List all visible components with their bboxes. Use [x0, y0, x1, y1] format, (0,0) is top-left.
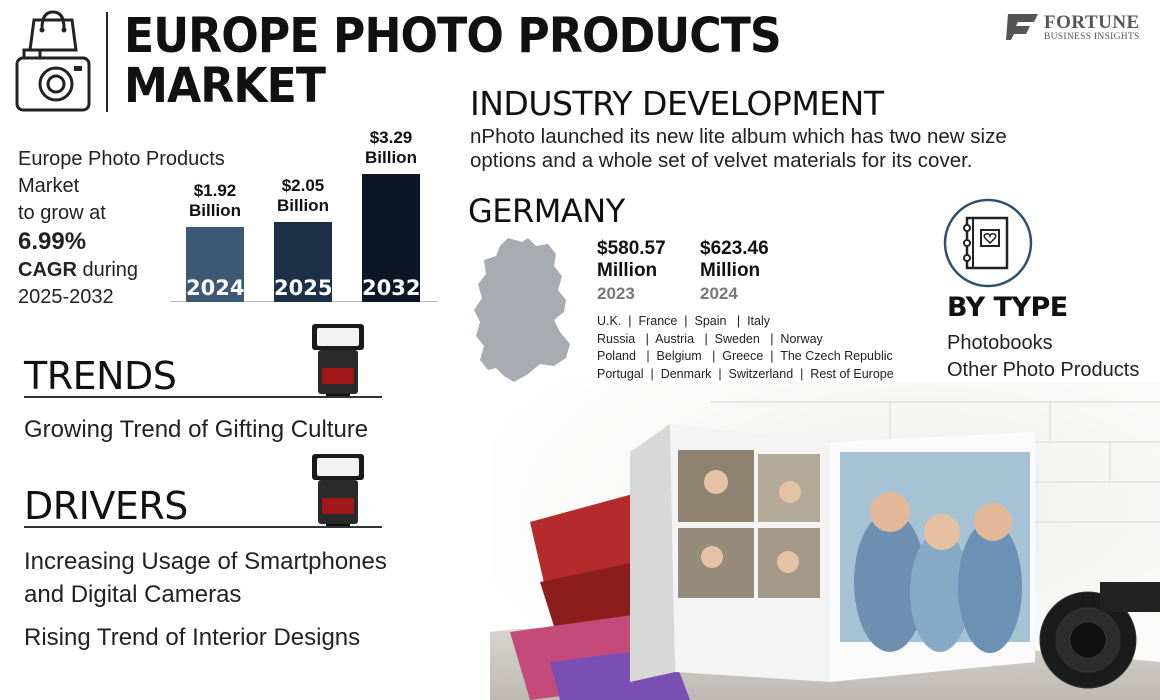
germany-year-2023: 2023	[597, 284, 635, 303]
drivers-rule	[24, 526, 382, 528]
cagr-period: 2025-2032	[18, 286, 114, 308]
bar-2024: 2024 $1.92 Billion	[186, 181, 245, 302]
trends-heading: TRENDS	[24, 354, 177, 398]
by-type-item: Photobooks	[947, 332, 1053, 354]
cagr-line: CAGR during	[18, 257, 168, 284]
trend-item: Growing Trend of Gifting Culture	[24, 416, 369, 443]
country-row: Portugal | Denmark | Switzerland | Rest …	[597, 366, 894, 381]
by-type-list: Photobooks Other Photo Products	[947, 330, 1139, 384]
bar-value-label: $1.92 Billion	[189, 181, 241, 220]
industry-line1: nPhoto launched its new lite album which…	[470, 125, 1007, 148]
page-title-line2: MARKET	[124, 58, 326, 114]
driver-item-1a: Increasing Usage of Smartphones	[24, 548, 387, 575]
trends-rule	[24, 396, 382, 398]
by-type-heading: BY TYPE	[947, 292, 1068, 323]
fortune-logo: FORTUNE BUSINESS INSIGHTS	[1006, 12, 1152, 44]
country-row: Russia | Austria | Sweden | Norway	[597, 331, 823, 346]
industry-line2: options and a whole set of velvet materi…	[470, 149, 973, 172]
germany-amount-2023: $580.57	[597, 238, 666, 259]
logo-name: FORTUNE	[1044, 12, 1140, 33]
drivers-flash-icon	[308, 452, 368, 528]
photo-frame	[678, 450, 1030, 653]
bar-year-label: 2025	[274, 276, 333, 300]
bar-value-label: $2.05 Billion	[277, 176, 329, 215]
driver-item-1b: and Digital Cameras	[24, 581, 242, 608]
driver-item-2: Rising Trend of Interior Designs	[24, 624, 361, 651]
germany-map-icon	[470, 236, 582, 386]
intro-text: Europe Photo Products Market to grow at …	[18, 146, 225, 311]
drivers-heading: DRIVERS	[24, 484, 188, 528]
country-row: Poland | Belgium | Greece | The Czech Re…	[597, 349, 893, 363]
germany-unit-2024: Million	[700, 260, 761, 281]
market-bar-chart: 2024 $1.92 Billion 2025 $2.05 Billion 2032 $3.2…	[170, 120, 438, 302]
germany-value-2023: $580.57 Million 2023	[597, 238, 666, 304]
intro-line2: Market	[18, 175, 80, 197]
header-divider	[106, 12, 108, 112]
industry-text: nPhoto launched its new lite album which…	[470, 125, 1007, 173]
photobook-illustration	[490, 382, 1160, 700]
country-row: U.K. | France | Spain | Italy	[597, 314, 770, 328]
bar-year-label: 2024	[186, 276, 245, 300]
cagr-suffix: during	[76, 259, 139, 281]
germany-value-2024: $623.46 Million 2024	[700, 238, 769, 304]
by-type-item: Other Photo Products	[947, 359, 1140, 381]
industry-heading: INDUSTRY DEVELOPMENT	[470, 84, 884, 123]
intro-line1: Europe Photo Products	[18, 148, 225, 170]
logo-subtitle: BUSINESS INSIGHTS	[1044, 32, 1140, 42]
cagr-value: 6.99%	[18, 228, 87, 255]
page-title-line1: EUROPE PHOTO PRODUCTS	[124, 8, 782, 64]
germany-heading: GERMANY	[468, 192, 625, 230]
trends-flash-icon	[308, 322, 368, 398]
bar-value-label: $3.29 Billion	[365, 128, 417, 167]
photo-album-heart-icon	[943, 198, 1033, 288]
fortune-logo-mark-icon	[1006, 14, 1038, 40]
market-icon	[14, 10, 92, 114]
cagr-label: CAGR	[18, 259, 77, 281]
germany-year-2024: 2024	[700, 284, 738, 303]
bar-year-label: 2032	[362, 276, 421, 300]
germany-amount-2024: $623.46	[700, 238, 769, 259]
bar-2025: 2025 $2.05 Billion	[274, 176, 333, 302]
intro-line3: to grow at	[18, 202, 106, 224]
country-list: U.K. | France | Spain | Italy Russia | A…	[597, 313, 894, 383]
bar-2032: 2032 $3.29 Billion	[362, 128, 421, 302]
germany-unit-2023: Million	[597, 260, 658, 281]
